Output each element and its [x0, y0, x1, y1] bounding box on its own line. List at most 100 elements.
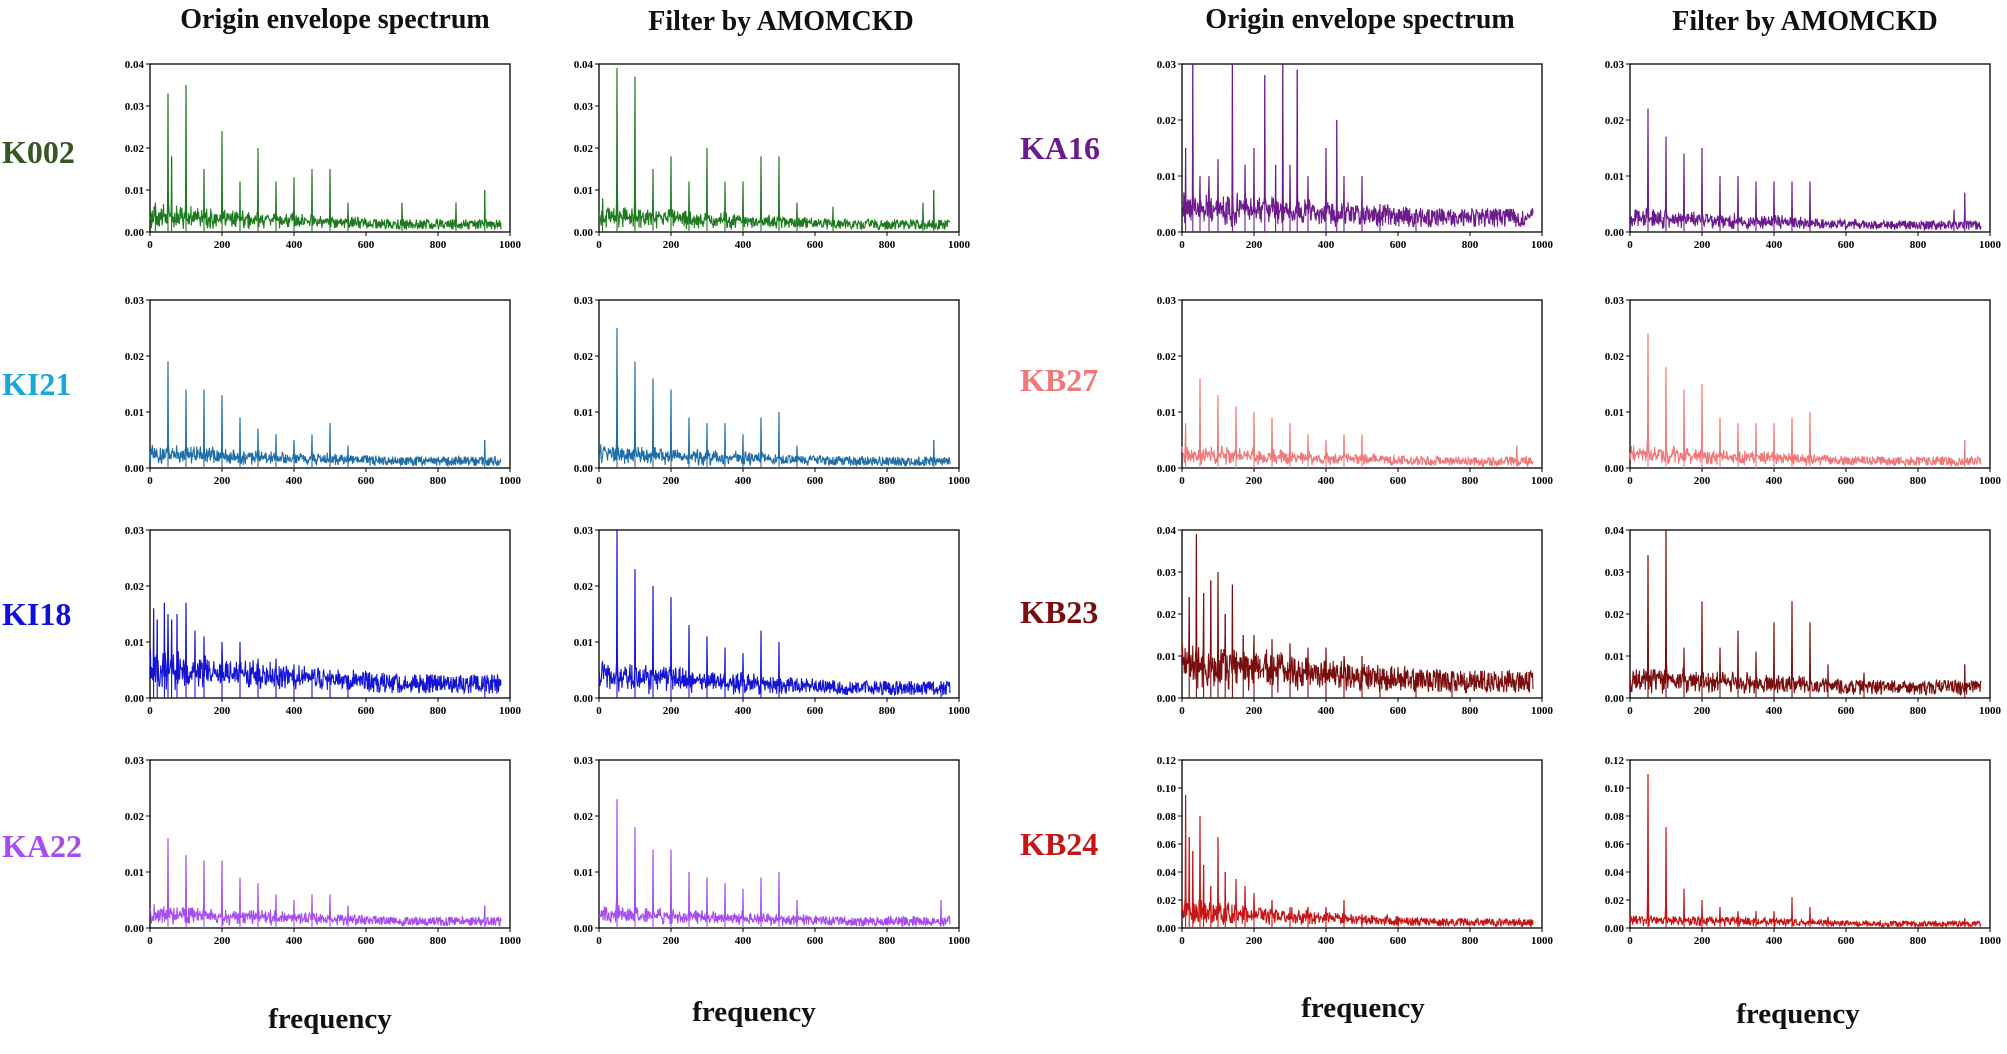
- x-tick-label: 1000: [1979, 475, 2002, 487]
- y-tick-label: 0.02: [1605, 609, 1625, 621]
- x-tick-label: 800: [1910, 239, 1927, 251]
- x-tick-label: 200: [1694, 239, 1711, 251]
- x-tick-label: 0: [1627, 705, 1633, 717]
- spectrum-line: [1629, 529, 1982, 697]
- y-tick-label: 0.04: [574, 59, 594, 71]
- x-tick-label: 400: [286, 935, 303, 947]
- x-tick-label: 600: [1390, 475, 1407, 487]
- y-tick-label: 0.02: [1157, 115, 1177, 127]
- y-tick-label: 0.00: [125, 693, 145, 705]
- column-title-left-filtered: Filter by AMOMCKD: [648, 6, 914, 37]
- x-tick-label: 1000: [1979, 935, 2002, 947]
- y-tick-label: 0.01: [125, 407, 144, 419]
- x-tick-label: 800: [1910, 935, 1927, 947]
- chart-KA16-original: 0 200 400 600 800 1000 0.00 0.01 0.02 0.03: [1157, 59, 1554, 251]
- x-tick-label: 800: [430, 705, 447, 717]
- y-tick-label: 0.02: [574, 811, 594, 823]
- spectrum-line: [598, 799, 951, 928]
- xlabel-left-original: frequency: [268, 1003, 392, 1035]
- y-tick-label: 0.00: [574, 693, 594, 705]
- spectrum-line: [1181, 534, 1534, 694]
- spectrum-line: [149, 602, 502, 695]
- y-tick-label: 0.03: [1605, 567, 1625, 579]
- chart-KB27-filtered: 0 200 400 600 800 1000 0.00 0.01 0.02 0.03: [1605, 295, 2002, 487]
- y-tick-label: 0.10: [1157, 783, 1177, 795]
- spectrum-line: [598, 68, 951, 231]
- y-tick-label: 0.06: [1605, 839, 1625, 851]
- x-tick-label: 800: [1462, 475, 1479, 487]
- y-tick-label: 0.00: [1157, 693, 1177, 705]
- y-tick-label: 0.06: [1157, 839, 1177, 851]
- y-tick-label: 0.03: [574, 525, 594, 537]
- y-tick-label: 0.02: [125, 581, 145, 593]
- y-tick-label: 0.02: [125, 351, 145, 363]
- x-tick-label: 800: [879, 705, 896, 717]
- y-tick-label: 0.00: [1157, 463, 1177, 475]
- y-tick-label: 0.02: [574, 351, 594, 363]
- x-tick-label: 800: [879, 475, 896, 487]
- column-title-right-filtered: Filter by AMOMCKD: [1672, 6, 1938, 37]
- y-tick-label: 0.01: [574, 637, 593, 649]
- x-tick-label: 0: [596, 705, 602, 717]
- y-tick-label: 0.04: [1605, 525, 1625, 537]
- y-tick-label: 0.03: [1157, 567, 1177, 579]
- y-tick-label: 0.00: [1605, 463, 1625, 475]
- row-label-KB24: KB24: [1020, 826, 1099, 862]
- x-tick-label: 400: [286, 239, 303, 251]
- x-tick-label: 0: [596, 239, 602, 251]
- y-tick-label: 0.01: [1157, 407, 1176, 419]
- x-tick-label: 1000: [499, 935, 522, 947]
- chart-KA22-filtered: 0 200 400 600 800 1000 0.00 0.01 0.02 0.03: [574, 755, 971, 947]
- spectrum-line: [1181, 378, 1534, 468]
- x-tick-label: 400: [735, 935, 752, 947]
- x-tick-label: 400: [1318, 705, 1335, 717]
- y-tick-label: 0.01: [1605, 171, 1624, 183]
- y-tick-label: 0.02: [1157, 609, 1177, 621]
- y-tick-label: 0.00: [1157, 923, 1177, 935]
- y-tick-label: 0.00: [574, 463, 594, 475]
- xlabel-right-filtered: frequency: [1736, 998, 1860, 1030]
- x-tick-label: 800: [1462, 935, 1479, 947]
- x-tick-label: 400: [1318, 935, 1335, 947]
- y-tick-label: 0.00: [125, 463, 145, 475]
- x-tick-label: 600: [1390, 935, 1407, 947]
- x-tick-label: 200: [663, 705, 680, 717]
- x-tick-label: 200: [1246, 475, 1263, 487]
- y-tick-label: 0.01: [1157, 171, 1176, 183]
- chart-KB27-original: 0 200 400 600 800 1000 0.00 0.01 0.02 0.03: [1157, 295, 1554, 487]
- chart-KB23-filtered: 0 200 400 600 800 1000 0.00 0.01 0.02 0.03 0.04: [1605, 525, 2002, 717]
- x-tick-label: 0: [1627, 239, 1633, 251]
- x-tick-label: 0: [147, 239, 153, 251]
- x-tick-label: 600: [807, 475, 824, 487]
- y-tick-label: 0.02: [1157, 895, 1177, 907]
- chart-KA16-filtered: 0 200 400 600 800 1000 0.00 0.01 0.02 0.03: [1605, 59, 2002, 251]
- spectrum-line: [149, 838, 502, 928]
- row-label-KI21: KI21: [2, 366, 72, 402]
- row-label-KA22: KA22: [2, 828, 82, 864]
- x-tick-label: 200: [1694, 935, 1711, 947]
- x-tick-label: 200: [214, 935, 231, 947]
- x-tick-label: 600: [358, 935, 375, 947]
- y-tick-label: 0.03: [574, 755, 594, 767]
- y-tick-label: 0.08: [1157, 811, 1177, 823]
- y-tick-label: 0.00: [1605, 693, 1625, 705]
- x-tick-label: 1000: [1531, 705, 1554, 717]
- x-tick-label: 0: [1627, 475, 1633, 487]
- x-tick-label: 1000: [948, 239, 971, 251]
- x-tick-label: 200: [1246, 935, 1263, 947]
- spectrum-line: [598, 529, 951, 697]
- y-tick-label: 0.10: [1605, 783, 1625, 795]
- x-tick-label: 800: [879, 935, 896, 947]
- x-tick-label: 0: [147, 705, 153, 717]
- spectrum-line: [1629, 108, 1982, 232]
- x-tick-label: 0: [1179, 475, 1185, 487]
- x-tick-label: 800: [1910, 475, 1927, 487]
- y-tick-label: 0.04: [1157, 525, 1177, 537]
- x-tick-label: 200: [214, 475, 231, 487]
- y-tick-label: 0.02: [574, 143, 594, 155]
- x-tick-label: 200: [214, 705, 231, 717]
- x-tick-label: 200: [663, 475, 680, 487]
- y-tick-label: 0.03: [1157, 59, 1177, 71]
- spectrum-line: [1181, 794, 1534, 928]
- y-tick-label: 0.03: [1605, 295, 1625, 307]
